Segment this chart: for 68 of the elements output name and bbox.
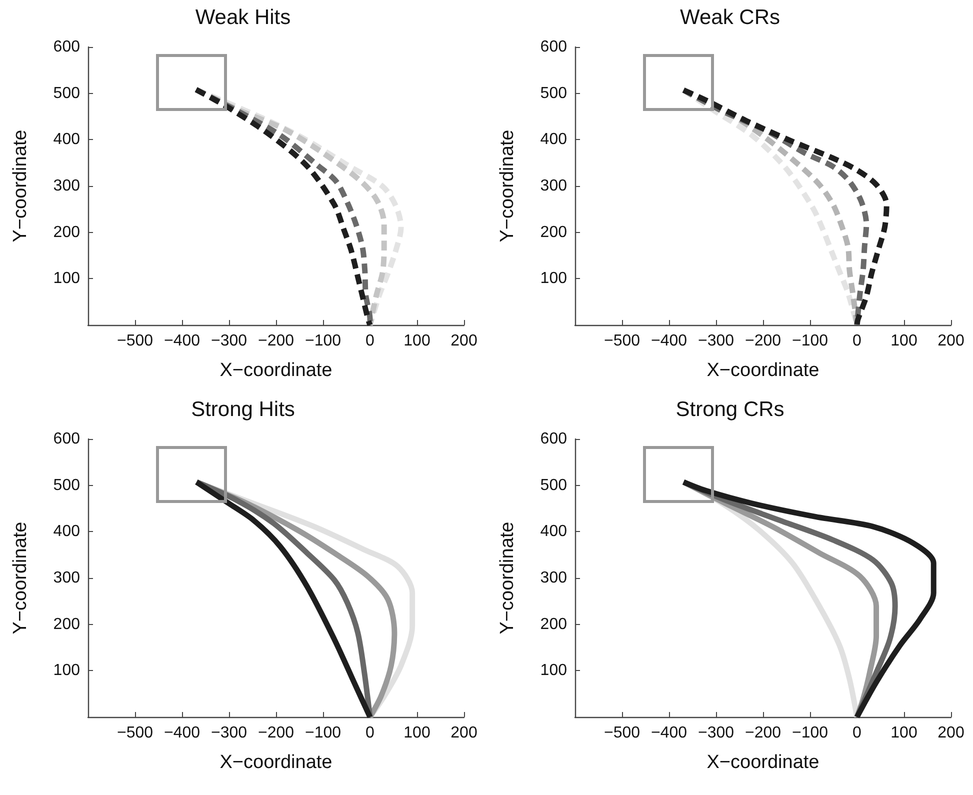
x-tick-label: 0	[366, 332, 375, 350]
y-tick-label: 200	[53, 616, 80, 633]
chart-title: Weak CRs	[680, 6, 780, 29]
chart-title: Weak Hits	[195, 6, 291, 29]
x-tick-label: −500	[116, 724, 154, 742]
x-tick-label: −500	[604, 332, 640, 350]
y-axis-title: Y−coordinate	[497, 130, 518, 242]
x-tick-label: 0	[366, 724, 375, 742]
y-tick-label: 400	[53, 523, 80, 540]
y-tick-label: 600	[53, 430, 80, 448]
x-tick-label: 200	[938, 724, 964, 742]
y-tick-label: 300	[53, 570, 80, 586]
y-axis-title: Y−coordinate	[10, 130, 31, 242]
x-tick-label: 200	[938, 332, 964, 350]
x-tick-label: 200	[450, 724, 478, 742]
x-tick-label: −300	[698, 724, 734, 742]
y-tick-label: 500	[540, 476, 568, 494]
x-tick-label: −300	[210, 332, 248, 350]
x-tick-label: 100	[890, 724, 918, 742]
y-tick-label: 500	[53, 84, 80, 102]
y-axis-title: Y−coordinate	[497, 522, 518, 634]
y-tick-label: 300	[540, 178, 568, 194]
y-tick-label: 400	[53, 131, 80, 148]
x-tick-label: −300	[698, 332, 734, 350]
x-axis-title: X−coordinate	[220, 360, 332, 381]
x-axis-title: X−coordinate	[706, 752, 820, 773]
y-tick-label: 100	[53, 662, 80, 680]
y-tick-label: 500	[540, 84, 568, 102]
y-tick-label: 100	[53, 270, 80, 288]
x-tick-label: −200	[744, 724, 782, 742]
x-axis-title: X−coordinate	[706, 360, 820, 381]
chart-title: Strong CRs	[676, 398, 784, 421]
y-tick-label: 300	[53, 178, 80, 194]
y-tick-label: 100	[540, 270, 568, 288]
x-tick-label: −400	[650, 332, 688, 350]
y-tick-label: 600	[540, 38, 568, 56]
x-tick-label: −500	[116, 332, 154, 350]
x-tick-label: 0	[852, 724, 862, 742]
x-tick-label: −200	[258, 724, 294, 742]
y-tick-label: 600	[53, 38, 80, 56]
x-tick-label: 0	[852, 332, 862, 350]
x-axis-title: X−coordinate	[220, 752, 332, 773]
x-tick-label: 100	[404, 724, 430, 742]
x-tick-label: −300	[210, 724, 248, 742]
x-tick-label: −100	[304, 332, 342, 350]
x-tick-label: −100	[792, 724, 828, 742]
y-tick-label: 200	[540, 224, 568, 241]
x-tick-label: 100	[890, 332, 918, 350]
x-tick-label: −100	[304, 724, 342, 742]
x-tick-label: 200	[450, 332, 478, 350]
x-tick-label: −200	[258, 332, 294, 350]
y-tick-label: 200	[53, 224, 80, 241]
y-tick-label: 500	[53, 476, 80, 494]
x-tick-label: −100	[792, 332, 828, 350]
x-tick-label: −500	[604, 724, 640, 742]
y-tick-label: 400	[540, 131, 568, 148]
y-tick-label: 300	[540, 570, 568, 586]
x-tick-label: −400	[164, 724, 200, 742]
y-tick-label: 100	[540, 662, 568, 680]
x-tick-label: −200	[744, 332, 782, 350]
chart-title: Strong Hits	[191, 398, 295, 421]
y-tick-label: 400	[540, 523, 568, 540]
x-tick-label: −400	[650, 724, 688, 742]
y-tick-label: 200	[540, 616, 568, 633]
y-tick-label: 600	[540, 430, 568, 448]
y-axis-title: Y−coordinate	[10, 522, 31, 634]
x-tick-label: −400	[164, 332, 200, 350]
x-tick-label: 100	[404, 332, 430, 350]
